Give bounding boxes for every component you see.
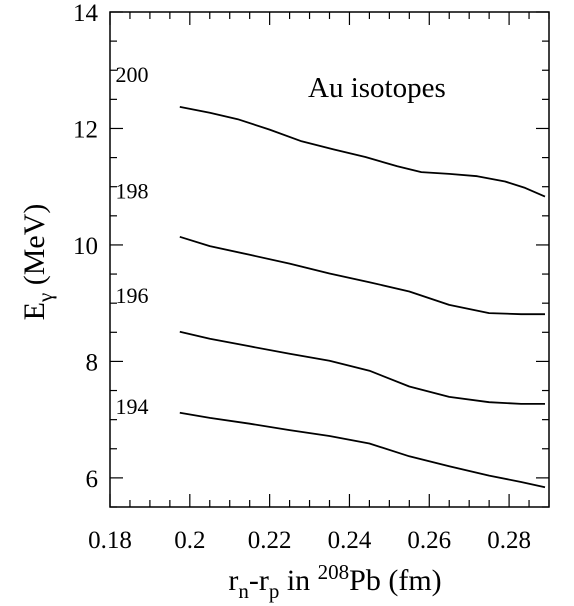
series-label-200: 200	[115, 62, 148, 87]
x-tick-label: 0.2	[174, 527, 205, 554]
y-tick-label: 12	[73, 116, 98, 143]
x-axis-label: rn-rp in 208Pb (fm)	[228, 560, 441, 603]
annotation-text: Au isotopes	[308, 72, 446, 104]
y-tick-label: 8	[86, 349, 99, 376]
series-line-194	[179, 411, 546, 489]
x-tick-label: 0.18	[88, 527, 132, 554]
x-tick-label: 0.26	[407, 527, 451, 554]
y-tick-label: 14	[73, 0, 99, 27]
y-tick-label: 6	[86, 466, 99, 493]
axis-ticks	[109, 11, 550, 508]
series-label-194: 194	[115, 394, 148, 419]
x-tick-label: 0.22	[248, 527, 292, 554]
y-tick-label: 10	[73, 233, 98, 260]
x-tick-label: 0.24	[328, 527, 372, 554]
tick-labels: 0.18 0.2 0.22 0.24 0.26 0.28 6 8 10 12 14	[73, 0, 531, 554]
series-labels: 194 196 198 200	[115, 62, 148, 419]
series-lines	[179, 106, 546, 489]
series-line-200	[179, 106, 546, 198]
series-label-198: 198	[115, 178, 148, 203]
x-tick-label: 0.28	[487, 527, 531, 554]
series-label-196: 196	[115, 283, 148, 308]
series-line-196	[179, 330, 545, 405]
series-line-198	[179, 235, 545, 316]
y-axis-label: Eγ (MeV)	[18, 204, 57, 321]
